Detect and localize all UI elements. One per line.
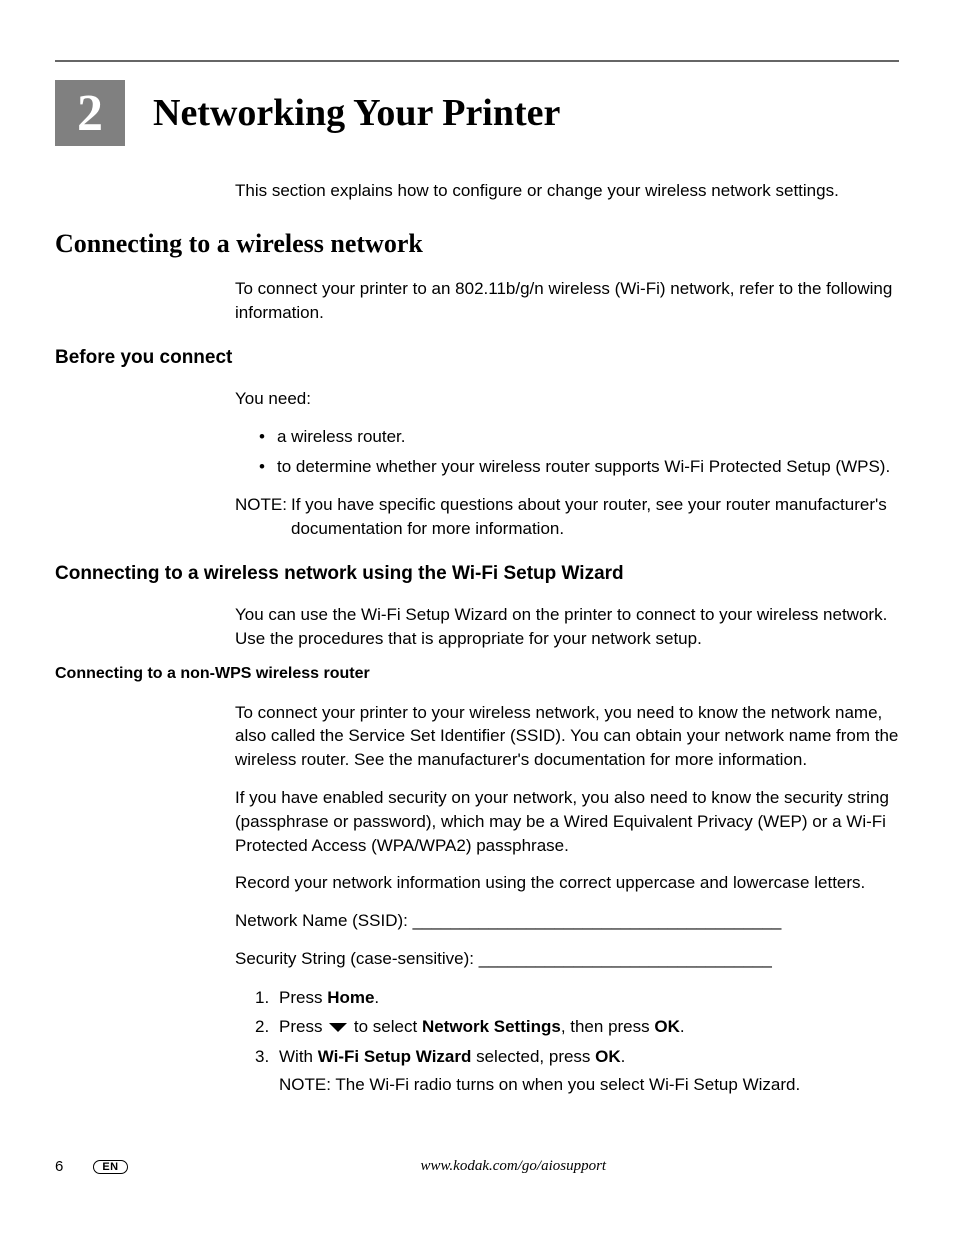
chapter-title: Networking Your Printer: [153, 91, 560, 135]
step-bold: Home: [327, 988, 374, 1007]
list-item: a wireless router.: [255, 424, 899, 450]
section-connecting-title: Connecting to a wireless network: [55, 229, 899, 259]
before-lead: You need:: [235, 387, 899, 411]
step-text: to select: [349, 1017, 422, 1036]
step-2: 2. Press to select Network Settings, the…: [255, 1014, 899, 1040]
ssid-field-line: Network Name (SSID): ___________________…: [235, 909, 899, 933]
step-number: 3.: [255, 1044, 269, 1070]
subsection-wizard-title: Connecting to a wireless network using t…: [55, 563, 899, 585]
step-3: 3. With Wi-Fi Setup Wizard selected, pre…: [255, 1044, 899, 1070]
step-text: .: [374, 988, 379, 1007]
nonwps-p3: Record your network information using th…: [235, 871, 899, 895]
before-note: NOTE: If you have specific questions abo…: [235, 493, 899, 541]
nonwps-p1: To connect your printer to your wireless…: [235, 701, 899, 772]
step-number: 2.: [255, 1014, 269, 1040]
step-text: , then press: [561, 1017, 655, 1036]
step-text: Press: [279, 988, 327, 1007]
wizard-body: You can use the Wi-Fi Setup Wizard on th…: [235, 603, 899, 651]
before-bullet-list: a wireless router. to determine whether …: [255, 424, 899, 479]
subsection-nonwps-title: Connecting to a non-WPS wireless router: [55, 665, 899, 683]
note-body: If you have specific questions about you…: [291, 493, 899, 541]
chapter-number-box: 2: [55, 80, 125, 146]
subsection-before-title: Before you connect: [55, 347, 899, 369]
nonwps-p2: If you have enabled security on your net…: [235, 786, 899, 857]
step-bold: Network Settings: [422, 1017, 561, 1036]
step-number: 1.: [255, 985, 269, 1011]
security-field-line: Security String (case-sensitive): ______…: [235, 947, 899, 971]
step-bold: OK: [595, 1047, 621, 1066]
step-text: Press: [279, 1017, 327, 1036]
steps-list: 1. Press Home. 2. Press to select Networ…: [255, 985, 899, 1070]
footer-url: www.kodak.com/go/aiosupport: [128, 1158, 899, 1175]
step-text: With: [279, 1047, 318, 1066]
top-rule: [55, 60, 899, 62]
down-arrow-icon: [329, 1023, 347, 1032]
step-1: 1. Press Home.: [255, 985, 899, 1011]
step-text: .: [621, 1047, 626, 1066]
step-bold: OK: [654, 1017, 680, 1036]
language-badge: EN: [93, 1160, 127, 1174]
step-3-note: NOTE: The Wi-Fi radio turns on when you …: [279, 1073, 899, 1097]
step-text: .: [680, 1017, 685, 1036]
page-number: 6: [55, 1158, 63, 1175]
list-item: to determine whether your wireless route…: [255, 454, 899, 480]
step-bold: Wi-Fi Setup Wizard: [318, 1047, 472, 1066]
section-connecting-body: To connect your printer to an 802.11b/g/…: [235, 277, 899, 325]
note-label: NOTE:: [235, 493, 291, 541]
step-text: selected, press: [471, 1047, 595, 1066]
page-footer: 6 EN www.kodak.com/go/aiosupport: [55, 1158, 899, 1175]
chapter-intro: This section explains how to configure o…: [235, 181, 899, 201]
chapter-header: 2 Networking Your Printer: [55, 80, 899, 146]
